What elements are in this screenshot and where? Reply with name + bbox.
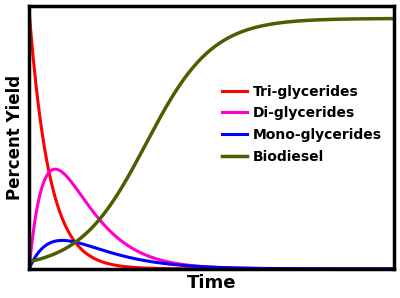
Tri-glycerides: [278, 267, 282, 271]
Biodiesel: [278, 21, 282, 25]
Mono-glycerides: [175, 263, 180, 267]
Tri-glycerides: [312, 267, 316, 271]
X-axis label: Time: Time: [187, 274, 236, 292]
Legend: Tri-glycerides, Di-glycerides, Mono-glycerides, Biodiesel: Tri-glycerides, Di-glycerides, Mono-glyc…: [217, 79, 388, 169]
Di-glycerides: [175, 262, 180, 266]
Di-glycerides: [318, 267, 323, 271]
Di-glycerides: [278, 267, 283, 271]
Tri-glycerides: [27, 9, 32, 13]
Tri-glycerides: [174, 267, 179, 271]
Mono-glycerides: [278, 267, 283, 270]
Line: Mono-glycerides: Mono-glycerides: [29, 240, 394, 269]
Di-glycerides: [312, 267, 317, 271]
Mono-glycerides: [392, 267, 397, 271]
Mono-glycerides: [188, 264, 193, 268]
Tri-glycerides: [64, 226, 69, 229]
Mono-glycerides: [27, 267, 32, 271]
Di-glycerides: [188, 264, 193, 267]
Biodiesel: [312, 18, 316, 22]
Di-glycerides: [53, 167, 58, 171]
Y-axis label: Percent Yield: Percent Yield: [6, 75, 24, 200]
Biodiesel: [27, 260, 32, 263]
Biodiesel: [318, 18, 323, 21]
Mono-glycerides: [64, 239, 69, 242]
Biodiesel: [392, 17, 397, 20]
Mono-glycerides: [312, 267, 317, 271]
Line: Biodiesel: Biodiesel: [29, 18, 394, 262]
Line: Tri-glycerides: Tri-glycerides: [29, 11, 394, 269]
Tri-glycerides: [318, 267, 323, 271]
Mono-glycerides: [318, 267, 323, 271]
Mono-glycerides: [60, 239, 65, 242]
Tri-glycerides: [188, 267, 192, 271]
Biodiesel: [188, 69, 192, 73]
Tri-glycerides: [392, 267, 397, 271]
Di-glycerides: [27, 267, 32, 271]
Biodiesel: [174, 88, 179, 91]
Di-glycerides: [64, 175, 69, 178]
Biodiesel: [64, 246, 69, 250]
Line: Di-glycerides: Di-glycerides: [29, 169, 394, 269]
Di-glycerides: [392, 267, 397, 271]
